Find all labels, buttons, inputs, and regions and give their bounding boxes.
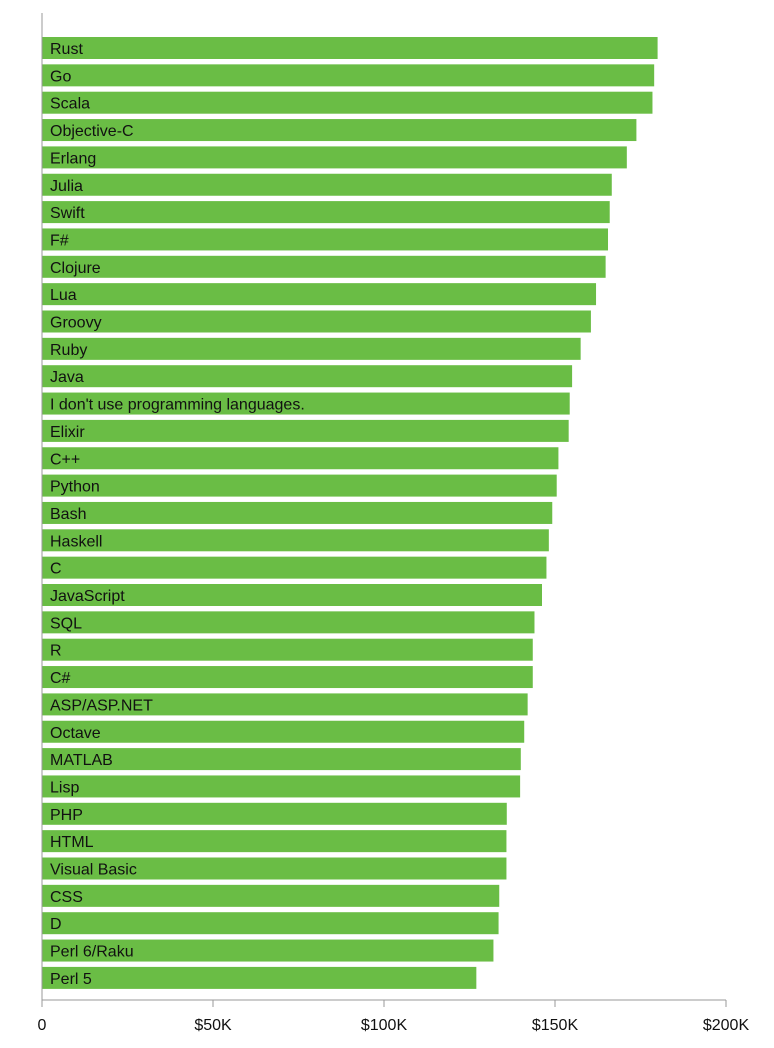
bar-label-lisp: Lisp (50, 779, 79, 796)
bar-f (42, 228, 609, 251)
bar-label-f: F# (50, 232, 69, 249)
bar-label-visual-basic: Visual Basic (50, 862, 137, 879)
bar-label-c: C (50, 561, 62, 578)
bar-matlab (42, 748, 521, 771)
bar-label-c: C# (50, 670, 71, 687)
bar-java (42, 365, 573, 388)
bar-lua (42, 283, 597, 306)
bar-label-rust: Rust (50, 41, 83, 58)
bar-html (42, 830, 507, 853)
bar-groovy (42, 310, 591, 333)
bars-group (42, 37, 658, 989)
bar-i-don-t-use-programming-languages (42, 392, 570, 415)
bar-php (42, 802, 507, 825)
bar-label-haskell: Haskell (50, 533, 102, 550)
bar-lisp (42, 775, 521, 798)
bar-scala (42, 91, 653, 114)
bar-label-java: Java (50, 369, 84, 386)
bar-haskell (42, 529, 549, 552)
bar-rust (42, 37, 658, 59)
bar-label-perl-5: Perl 5 (50, 971, 92, 988)
bar-label-sql: SQL (50, 615, 82, 632)
bar-label-r: R (50, 643, 62, 660)
bar-label-octave: Octave (50, 725, 101, 742)
x-tick-label: $100K (361, 1017, 408, 1034)
bar-label-matlab: MATLAB (50, 752, 113, 769)
bar-julia (42, 173, 612, 196)
bar-python (42, 474, 557, 497)
bar-d (42, 912, 499, 935)
bar-javascript (42, 584, 542, 606)
bar-octave (42, 720, 525, 743)
bar-label-javascript: JavaScript (50, 588, 125, 605)
bar-sql (42, 611, 535, 634)
bar-label-groovy: Groovy (50, 315, 102, 332)
bar-label-python: Python (50, 479, 100, 496)
bar-visual-basic (42, 857, 507, 880)
bar-label-css: CSS (50, 889, 83, 906)
bar-perl-6-raku (42, 939, 494, 962)
bar-asp-asp-net (42, 693, 528, 716)
bar-label-d: D (50, 916, 62, 933)
bar-c (42, 556, 547, 579)
bar-label-bash: Bash (50, 506, 86, 523)
bar-clojure (42, 255, 606, 278)
bar-css (42, 884, 500, 907)
bar-bash (42, 501, 553, 524)
bar-labels-group: Rust Go Scala Objective-C Erlang Julia Swift F#… (50, 41, 305, 988)
bar-c (42, 666, 533, 689)
bar-label-c: C++ (50, 451, 80, 468)
bar-label-erlang: Erlang (50, 150, 96, 167)
x-tick-label: 0 (38, 1017, 47, 1034)
bar-label-objective-c: Objective-C (50, 123, 134, 140)
bar-c (42, 447, 559, 470)
x-tick-label: $150K (532, 1017, 579, 1034)
bar-ruby (42, 337, 581, 360)
bar-label-swift: Swift (50, 205, 85, 222)
bar-label-julia: Julia (50, 178, 83, 195)
bar-label-go: Go (50, 68, 71, 85)
bar-label-html: HTML (50, 834, 94, 851)
bar-label-perl-6-raku: Perl 6/Raku (50, 944, 134, 961)
bar-elixir (42, 419, 569, 442)
x-tick-label: $200K (703, 1017, 750, 1034)
bar-label-clojure: Clojure (50, 260, 101, 277)
bar-label-elixir: Elixir (50, 424, 85, 441)
bar-perl-5 (42, 966, 477, 989)
bar-r (42, 638, 533, 661)
bar-label-scala: Scala (50, 96, 90, 113)
bar-erlang (42, 146, 627, 169)
bar-go (42, 64, 655, 87)
bar-objective-c (42, 119, 637, 142)
bar-label-ruby: Ruby (50, 342, 87, 359)
bar-label-lua: Lua (50, 287, 77, 304)
bar-label-php: PHP (50, 807, 83, 824)
x-tick-label: $50K (194, 1017, 232, 1034)
bar-swift (42, 201, 610, 224)
x-axis-ticks: 0 $50K $100K $150K $200K (38, 1000, 750, 1034)
bar-label-i-don-t-use-programming-languages: I don't use programming languages. (50, 397, 305, 414)
bar-label-asp-asp-net: ASP/ASP.NET (50, 697, 153, 714)
